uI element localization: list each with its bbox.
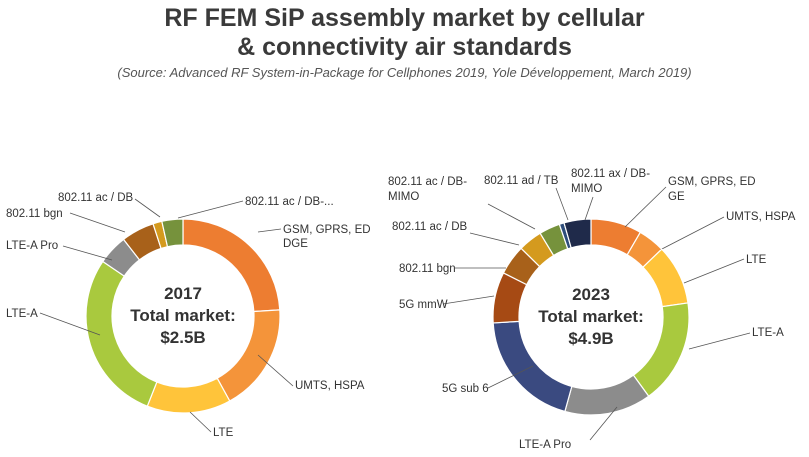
segment-label: LTE (746, 254, 767, 266)
leader-line (62, 245, 113, 261)
leader-line (189, 411, 212, 433)
leader-line (257, 228, 282, 233)
leader-line (688, 332, 751, 350)
source-note: (Source: Advanced RF System-in-Package f… (117, 65, 692, 80)
leader-line (584, 196, 594, 221)
segment-label: 802.11 ad / TB (484, 175, 559, 187)
donut-chart-2017: GSM, GPRS, ED DGE UMTS, HSPA LTE LTE-A LTE-A … (6, 192, 371, 439)
leader-line (589, 406, 618, 441)
center-total: $2.5B (160, 328, 205, 347)
donut-segment-lte-a-pro (564, 374, 650, 416)
segment-label: 802.11 ac / DB (58, 192, 134, 204)
segment-label: LTE-A (6, 308, 38, 320)
donut-segment-lte (146, 377, 231, 414)
leader-line (177, 200, 244, 219)
leader-line (487, 365, 534, 389)
leader-line (659, 216, 725, 251)
segment-label: 802.11 bgn (6, 208, 63, 220)
segment-label: UMTS, HSPA (295, 380, 365, 392)
leader-line (624, 186, 667, 228)
leader-line (487, 203, 536, 230)
segment-label: 802.11 ac / DB-... (245, 196, 334, 208)
segment-label: GSM, GPRS, ED (668, 176, 756, 188)
center-year: 2023 (572, 285, 610, 304)
chart-title: RF FEM SiP assembly market by cellular &… (0, 4, 809, 62)
leader-line (39, 312, 101, 336)
leader-line (257, 354, 294, 387)
center-label: Total market: (130, 306, 236, 325)
donut-segment-802-11-ac-db (161, 218, 184, 248)
center-label: Total market: (538, 307, 644, 326)
segment-label: 5G sub 6 (442, 383, 489, 395)
segment-label: LTE (213, 427, 234, 439)
leader-line (555, 187, 569, 221)
donut-chart-2023: GSM, GPRS, ED GE UMTS, HSPA LTE LTE-A LTE-A P… (388, 168, 796, 451)
title-line-2: & connectivity air standards (237, 33, 572, 61)
segment-label: LTE-A Pro (6, 240, 58, 252)
segment-label: MIMO (388, 191, 419, 203)
leader-line (442, 295, 495, 305)
leader-line (69, 212, 126, 233)
title-line-1: RF FEM SiP assembly market by cellular (164, 4, 645, 32)
segment-label: DGE (283, 238, 308, 250)
segment-label: 802.11 bgn (399, 263, 456, 275)
segment-label: 802.11 ac / DB (392, 221, 468, 233)
segment-label: LTE-A Pro (519, 439, 571, 451)
donut-segment-802-11-ax-db-mimo (563, 218, 592, 249)
leader-line (683, 258, 745, 284)
segment-label: GE (668, 191, 685, 203)
segment-label: GSM, GPRS, ED (283, 224, 371, 236)
segment-label: MIMO (571, 183, 602, 195)
segment-label: UMTS, HSPA (726, 211, 796, 223)
segment-label: LTE-A (752, 327, 784, 339)
segment-label: 802.11 ax / DB- (571, 168, 650, 180)
segment-label: 802.11 ac / DB- (388, 176, 467, 188)
leader-line (134, 198, 161, 218)
center-total: $4.9B (568, 329, 613, 348)
segment-label: 5G mmW (399, 299, 448, 311)
center-year: 2017 (164, 284, 202, 303)
leader-line (469, 232, 520, 246)
